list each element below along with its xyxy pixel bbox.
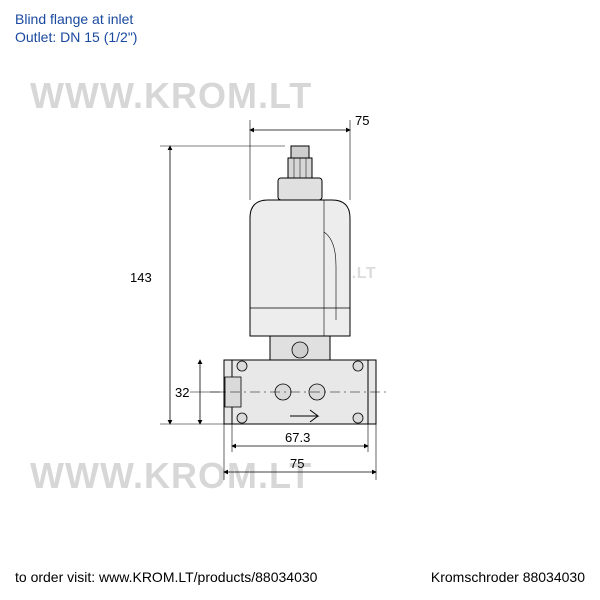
order-url: www.KROM.LT/products/88034030 [99,569,317,585]
brand: Kromschroder [431,569,519,585]
dim-label-32: 32 [175,385,189,400]
order-prefix: to order visit: [15,569,95,585]
valve-neck [270,336,330,360]
part-number: 88034030 [523,569,585,585]
dim-label-top-75: 75 [355,113,369,128]
dim-label-body-67: 67.3 [285,430,310,445]
spec-line2: Outlet: DN 15 (1/2") [15,28,137,46]
top-cap [278,146,322,200]
brand-part: Kromschroder 88034030 [431,569,585,585]
dim-label-bottom-75: 75 [290,456,304,471]
dim-label-143: 143 [130,270,152,285]
order-line: to order visit: www.KROM.LT/products/880… [15,569,317,585]
footer: to order visit: www.KROM.LT/products/880… [0,569,600,585]
spec-header: Blind flange at inlet Outlet: DN 15 (1/2… [15,10,137,46]
spec-line1: Blind flange at inlet [15,10,137,28]
actuator-housing [250,200,350,336]
